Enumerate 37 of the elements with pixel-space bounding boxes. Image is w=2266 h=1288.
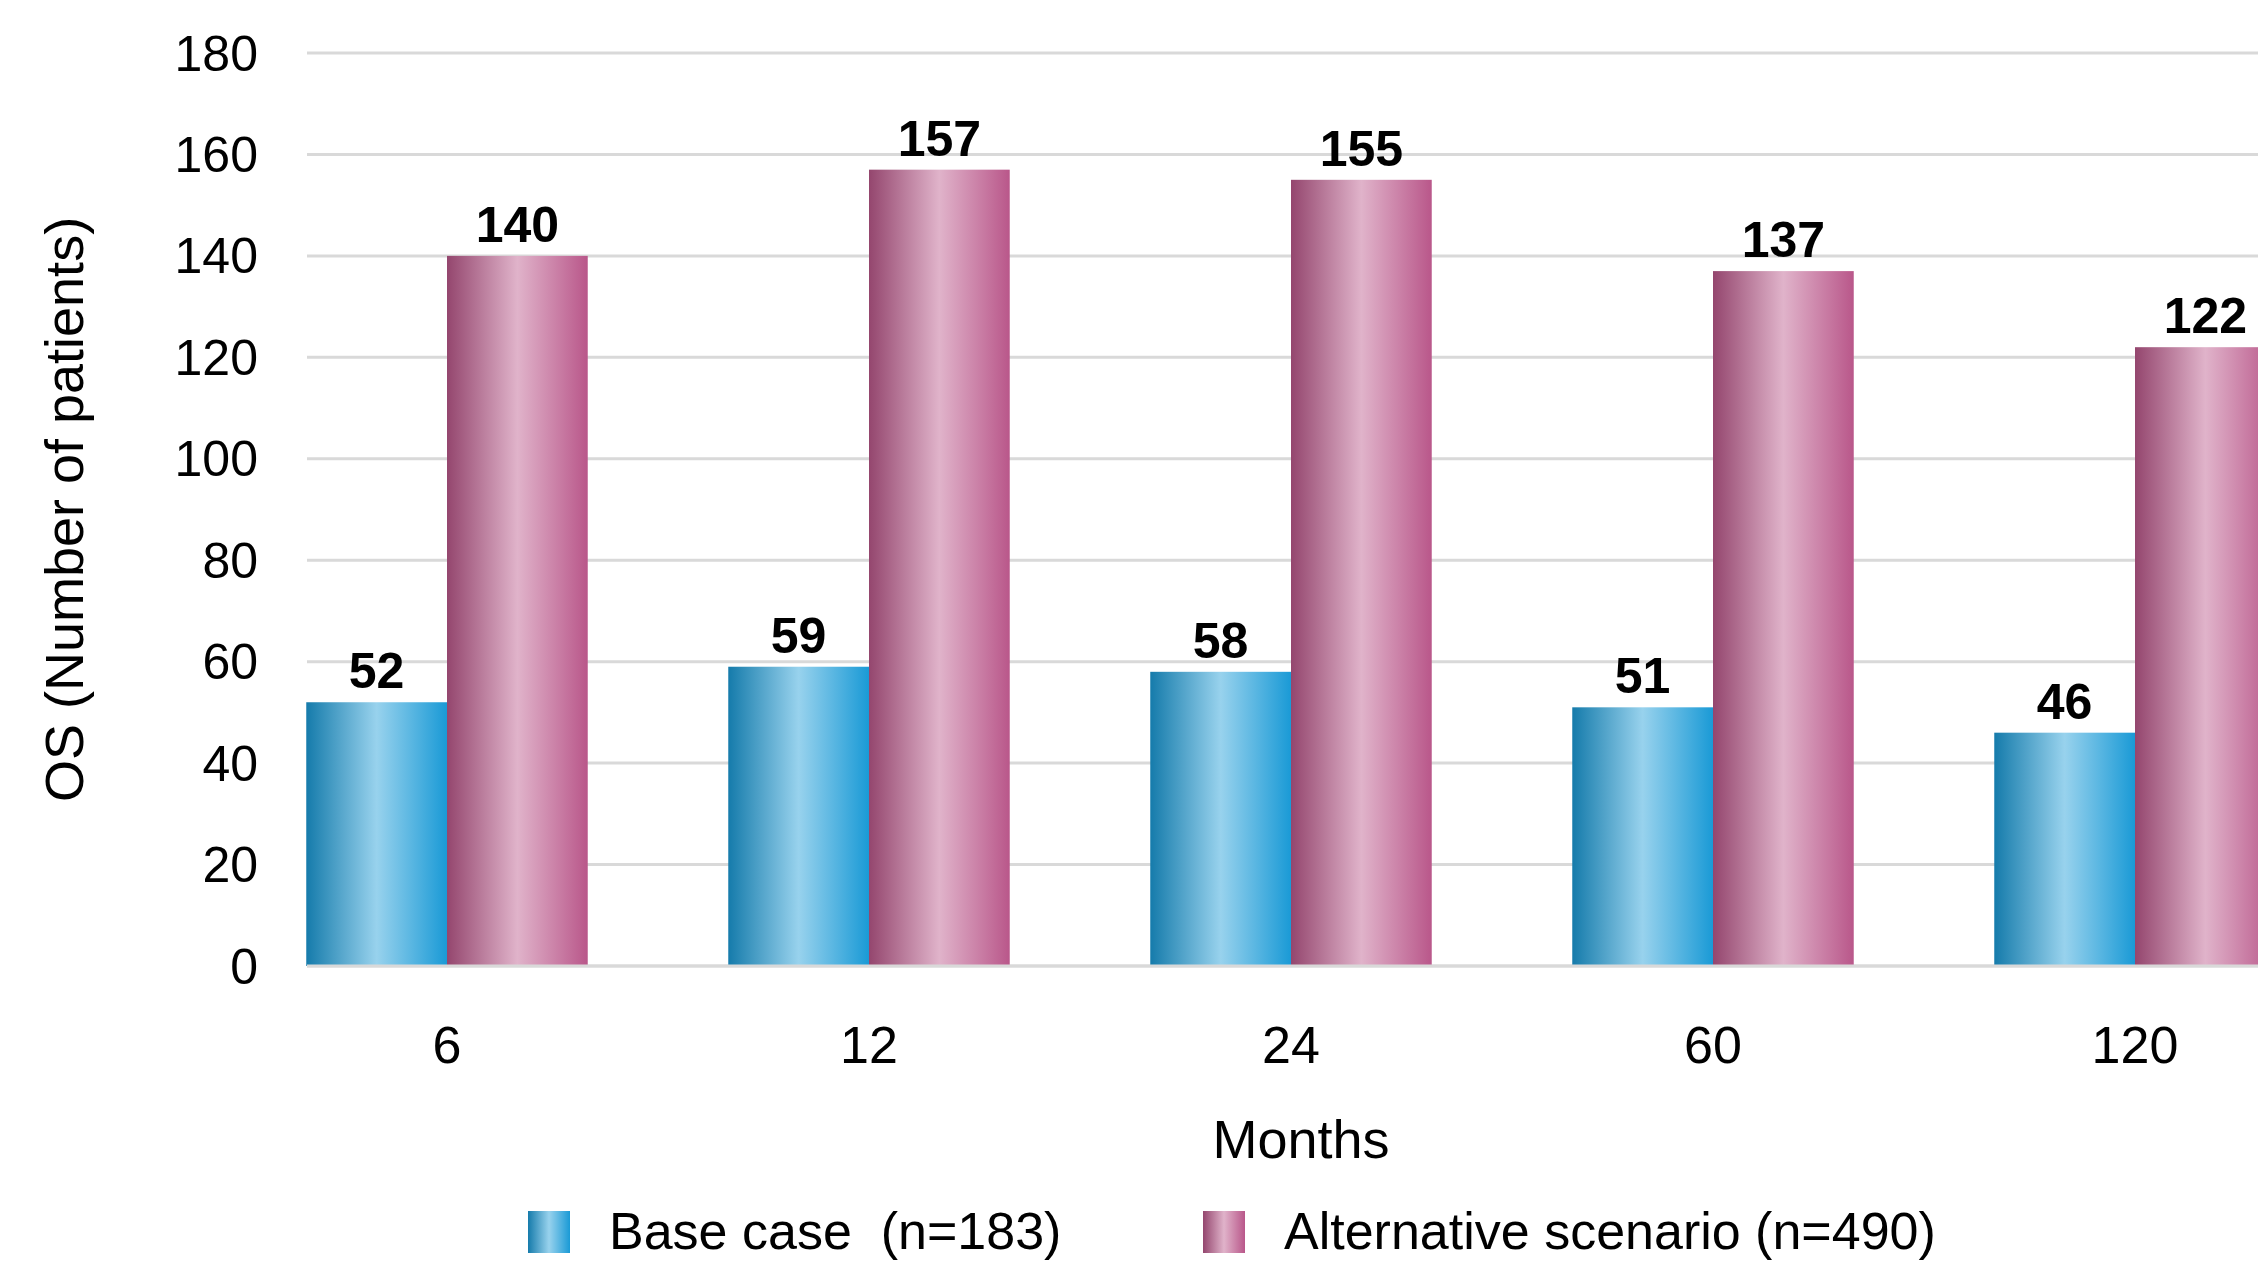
data-label: 140: [475, 196, 560, 253]
x-tick-label: 60: [1684, 1016, 1742, 1074]
data-label: 122: [2163, 288, 2248, 345]
y-axis-title: OS (Number of patients): [34, 216, 94, 803]
y-tick-label: 20: [202, 837, 258, 894]
y-tick-label: 60: [202, 634, 258, 691]
data-label: 137: [1741, 212, 1826, 269]
y-tick-label: 0: [230, 938, 258, 995]
legend-label: Alternative scenario (n=490): [1284, 1202, 1936, 1260]
data-label: 51: [1614, 648, 1671, 705]
x-tick-label: 120: [2091, 1016, 2179, 1074]
x-axis-title: Months: [1212, 1109, 1390, 1169]
y-tick-label: 120: [174, 329, 258, 386]
bar: [1713, 271, 1854, 966]
y-tick-label: 180: [174, 25, 258, 82]
bar: [869, 169, 1010, 966]
data-label: 59: [770, 607, 827, 664]
x-tick-label: 12: [840, 1016, 898, 1074]
y-tick-label: 100: [174, 431, 258, 488]
data-label: 46: [2036, 673, 2093, 730]
y-tick-label: 80: [202, 532, 258, 589]
legend-label: Base case (n=183): [609, 1202, 1062, 1260]
data-label: 157: [897, 110, 982, 167]
y-tick-label: 40: [202, 735, 258, 792]
data-label: 155: [1319, 120, 1404, 177]
data-label: 52: [348, 643, 405, 700]
data-label: 58: [1192, 612, 1249, 669]
bar: [1572, 707, 1713, 966]
bar: [728, 666, 869, 966]
y-tick-label: 160: [174, 126, 258, 183]
bar: [1291, 179, 1432, 966]
x-tick-label: 24: [1262, 1016, 1320, 1074]
bar: [306, 702, 447, 966]
y-tick-label: 140: [174, 228, 258, 285]
x-tick-label: 6: [432, 1016, 462, 1074]
bar: [1150, 671, 1291, 966]
bar: [447, 255, 588, 966]
